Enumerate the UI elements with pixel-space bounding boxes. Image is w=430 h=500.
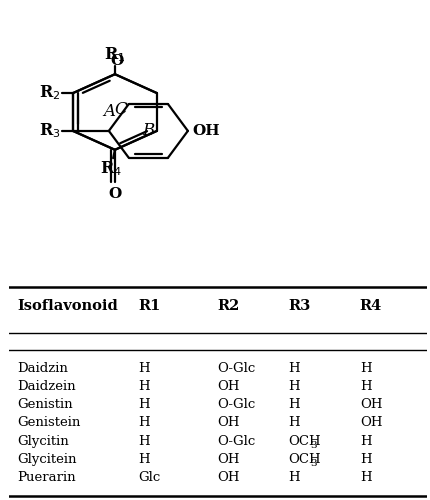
Text: H: H [359,434,371,448]
Text: Glycitein: Glycitein [17,453,76,466]
Text: OH: OH [217,416,240,430]
Text: H: H [288,362,300,374]
Text: Glc: Glc [138,471,160,484]
Text: R$_3$: R$_3$ [39,122,60,140]
Text: H: H [359,471,371,484]
Text: Genistein: Genistein [17,416,80,430]
Text: OH: OH [359,416,381,430]
Text: H: H [359,453,371,466]
Text: H: H [359,380,371,393]
Text: OH: OH [192,124,219,138]
Text: R$_4$: R$_4$ [100,160,122,178]
Text: H: H [288,416,300,430]
Text: R$_1$: R$_1$ [104,46,126,64]
Text: B: B [142,122,154,140]
Text: O: O [110,54,123,68]
Text: H: H [288,471,300,484]
Text: O: O [108,187,121,201]
Text: O-Glc: O-Glc [217,434,255,448]
Text: H: H [138,416,150,430]
Text: R$_2$: R$_2$ [39,84,60,102]
Text: H: H [138,362,150,374]
Text: Glycitin: Glycitin [17,434,68,448]
Text: OCH: OCH [288,453,321,466]
Text: H: H [138,380,150,393]
Text: OH: OH [217,471,240,484]
Text: OH: OH [217,453,240,466]
Text: A: A [103,104,115,120]
Text: Daidzein: Daidzein [17,380,75,393]
Text: R2: R2 [217,300,240,314]
Text: H: H [138,434,150,448]
Text: H: H [138,453,150,466]
Text: C: C [114,100,126,117]
Text: O-Glc: O-Glc [217,398,255,411]
Text: R4: R4 [359,300,381,314]
Text: Genistin: Genistin [17,398,72,411]
Text: H: H [288,380,300,393]
Text: H: H [288,398,300,411]
Text: R3: R3 [288,300,310,314]
Text: Puerarin: Puerarin [17,471,75,484]
Text: 3: 3 [310,459,316,468]
Text: H: H [138,398,150,411]
Text: Daidzin: Daidzin [17,362,68,374]
Text: 3: 3 [310,440,316,450]
Text: R1: R1 [138,300,160,314]
Text: OH: OH [359,398,381,411]
Text: OH: OH [217,380,240,393]
Text: Isoflavonoid: Isoflavonoid [17,300,117,314]
Text: O-Glc: O-Glc [217,362,255,374]
Text: OCH: OCH [288,434,321,448]
Text: H: H [359,362,371,374]
